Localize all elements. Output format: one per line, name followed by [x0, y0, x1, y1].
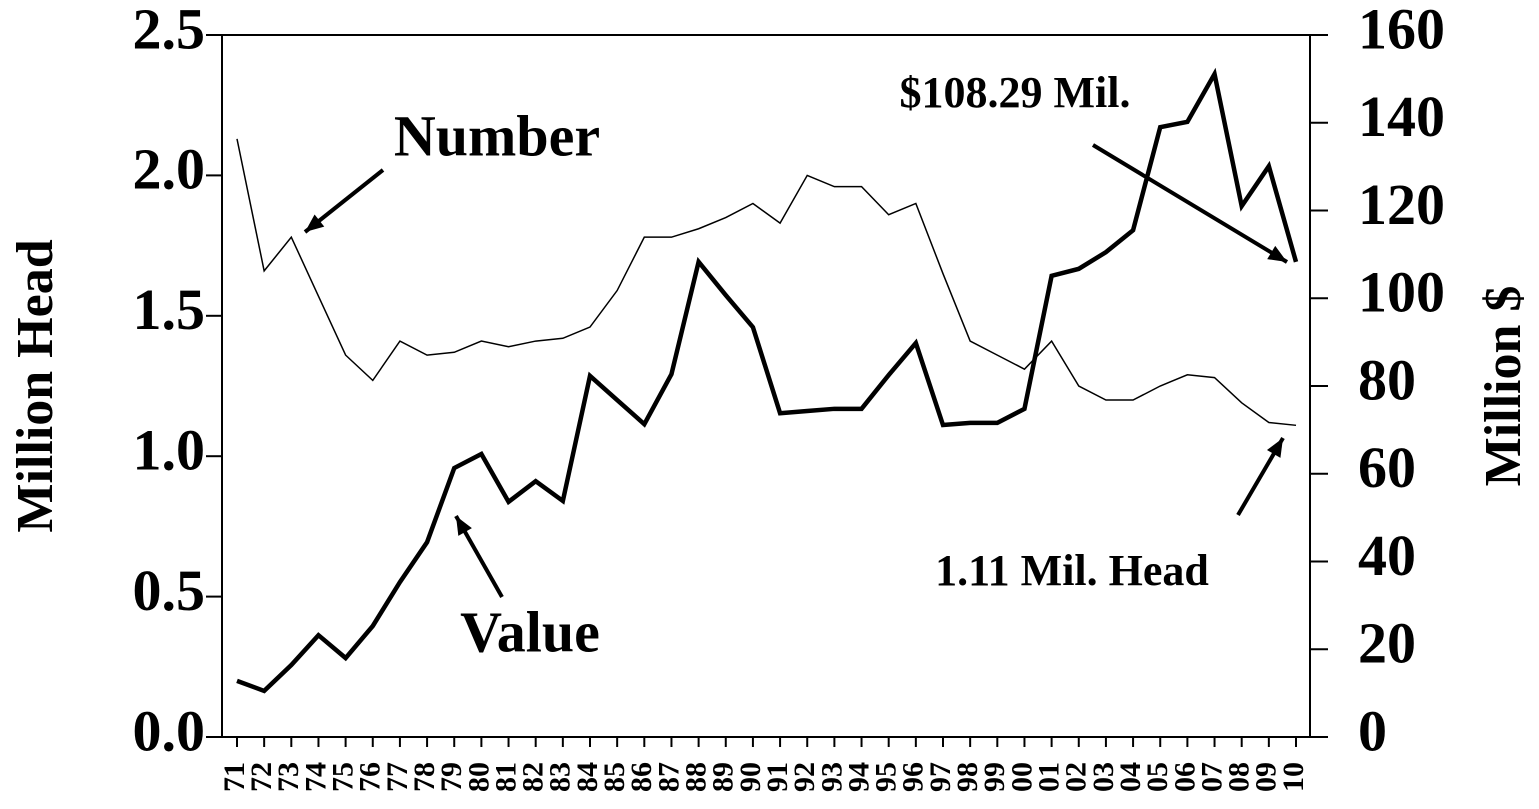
y2-axis-label: Million $ [1475, 286, 1532, 487]
x-tick-label: 94 [842, 762, 875, 792]
x-tick-label: 98 [951, 762, 984, 792]
x-tick-label: 80 [462, 762, 495, 792]
x-tick-label: 08 [1223, 762, 1256, 792]
x-tick-label: 01 [1033, 762, 1066, 792]
x-tick-label: 96 [897, 762, 930, 792]
x-tick-label: 88 [680, 762, 713, 792]
y2-tick-label: 80 [1358, 347, 1416, 412]
annotation-arrow [1091, 143, 1289, 264]
x-tick-label: 72 [245, 762, 278, 792]
x-tick-label: 09 [1250, 762, 1283, 792]
x-tick-label: 74 [299, 762, 332, 792]
x-tick-label: 76 [354, 762, 387, 792]
x-tick-label: 78 [408, 762, 441, 792]
y2-tick-label: 120 [1358, 172, 1445, 237]
annotation: Number [394, 103, 600, 168]
x-tick-label: 06 [1168, 762, 1201, 792]
x-tick-label: 03 [1087, 762, 1120, 792]
arrow-head [1266, 438, 1283, 458]
y-tick-label: 0.0 [133, 698, 206, 763]
x-tick-label: 85 [598, 762, 631, 792]
x-tick-label: 87 [652, 762, 685, 792]
x-tick-label: 77 [381, 762, 414, 792]
arrow-head [1267, 245, 1287, 262]
x-tick-label: 83 [544, 762, 577, 792]
series-line [236, 138, 1297, 427]
y2-tick-label: 60 [1358, 435, 1416, 500]
x-tick-label: 79 [435, 762, 468, 792]
x-tick-label: 90 [734, 762, 767, 792]
x-tick-label: 73 [272, 762, 305, 792]
y-tick-label: 2.0 [133, 137, 206, 202]
x-tick-label: 91 [761, 762, 794, 792]
x-tick-label: 10 [1277, 762, 1310, 792]
y-tick-label: 1.5 [133, 277, 206, 342]
x-tick-label: 93 [815, 762, 848, 792]
y-tick-label: 2.5 [133, 0, 206, 61]
x-tick-label: 71 [218, 762, 251, 792]
y2-tick-label: 40 [1358, 523, 1416, 588]
x-tick-label: 07 [1195, 762, 1228, 792]
y-tick-label: 1.0 [133, 418, 206, 483]
x-tick-label: 99 [978, 762, 1011, 792]
x-tick-label: 02 [1060, 762, 1093, 792]
y2-tick-label: 160 [1358, 0, 1445, 61]
x-tick-label: 05 [1141, 762, 1174, 792]
arrow-head [305, 214, 325, 232]
x-tick-label: 82 [517, 762, 550, 792]
y2-tick-label: 140 [1358, 84, 1445, 149]
y-tick-label: 0.5 [133, 558, 206, 623]
y2-tick-label: 0 [1358, 698, 1387, 763]
x-tick-label: 00 [1005, 762, 1038, 792]
y-axis-label: Million Head [7, 239, 64, 532]
annotation: 1.11 Mil. Head [935, 546, 1209, 595]
x-tick-label: 97 [924, 762, 957, 792]
series-line [236, 67, 1299, 694]
x-tick-label: 75 [327, 762, 360, 792]
x-tick-label: 81 [489, 762, 522, 792]
x-tick-label: 92 [788, 762, 821, 792]
annotation: $108.29 Mil. [900, 68, 1131, 117]
x-tick-label: 86 [625, 762, 658, 792]
x-tick-label: 84 [571, 762, 604, 792]
y2-tick-label: 100 [1358, 260, 1445, 325]
x-tick-label: 95 [870, 762, 903, 792]
x-tick-label: 04 [1114, 762, 1147, 792]
y2-tick-label: 20 [1358, 611, 1416, 676]
plot-frame [221, 34, 1311, 738]
annotation: Value [460, 599, 600, 664]
x-tick-label: 89 [707, 762, 740, 792]
arrow-head [456, 516, 472, 536]
